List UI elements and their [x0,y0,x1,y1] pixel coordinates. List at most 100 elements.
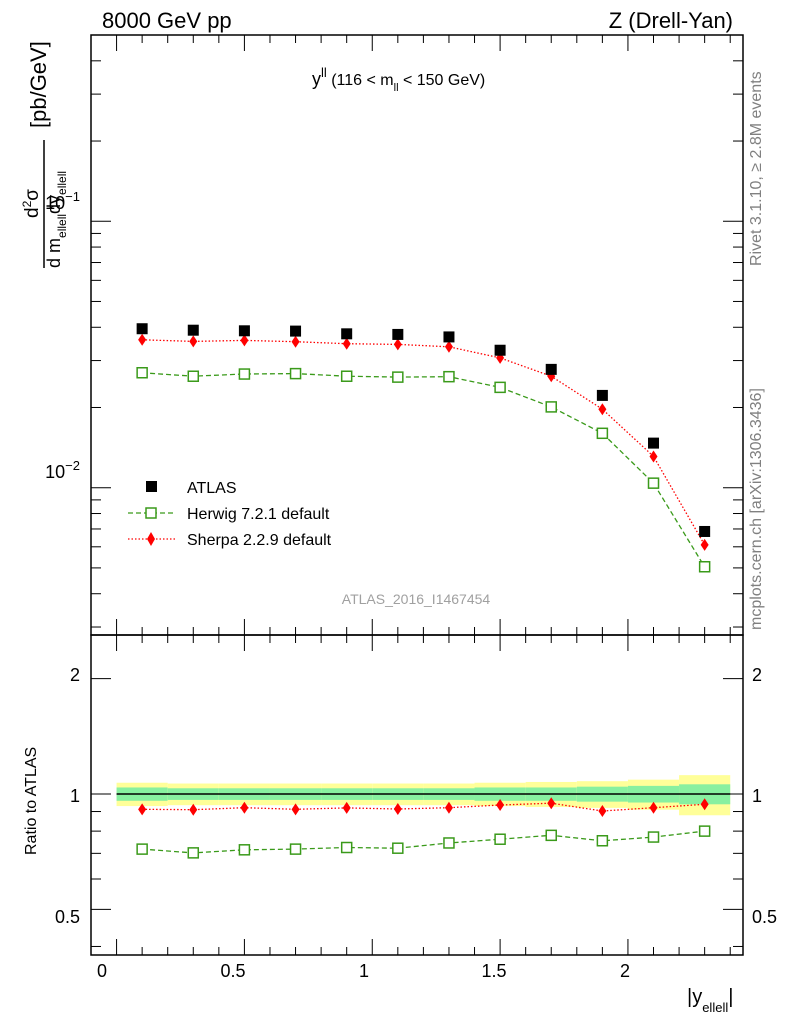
ratio-ytick-left-0.5: 0.5 [55,907,80,927]
ratio-y-axis-label: Ratio to ATLAS [23,747,40,855]
sherpa-point [598,403,607,416]
series-lines [142,339,706,854]
herwig-point [596,427,609,440]
ylabel-denominator: d mellelldyellell [44,171,69,268]
plot-title: yll (116 < mll < 150 GeV) [312,65,485,94]
ylabel-num-sup: 2 [20,200,34,207]
atlas-point [545,363,557,375]
header-right: Z (Drell-Yan) [609,8,733,33]
data-points [136,323,711,859]
sherpa-ratio-point [393,802,402,815]
herwig-point [340,370,353,382]
herwig-ratio-line [142,830,705,854]
atlas-point [187,324,199,336]
sherpa-ratio-point [598,804,607,817]
herwig-point [698,561,711,573]
ytick-1e-1-exp: −1 [65,189,80,204]
xtick-label-1: 1 [359,961,369,981]
sherpa-ratio-point [496,799,505,812]
ratio-plot-frame [90,634,744,956]
sherpa-point [291,335,300,348]
atlas-point [494,344,506,356]
ratio-ytick-left-1: 1 [70,786,80,806]
herwig-point [545,401,557,413]
x-axis-label-end: | [728,986,733,1008]
side-text-rivet: Rivet 3.1.10, ≥ 2.8M events [748,71,765,266]
herwig-ratio-point [392,842,404,854]
side-text-mcplots: mcplots.cern.ch [arXiv:1306.3436] [748,388,765,630]
legend-marker-sherpa [147,532,155,546]
plot-title-main: y [312,69,321,89]
herwig-ratio-point [443,837,455,849]
herwig-point [392,371,404,383]
ylabel-den-b: dy [44,195,64,214]
axis-ticks [91,34,743,955]
sherpa-ratio-line [142,802,705,812]
sherpa-ratio-point [189,803,198,816]
legend-marker-herwig [145,507,157,519]
sherpa-point [240,334,249,347]
ratio-ytick-left-2: 2 [70,665,80,685]
plot-title-sub: ll [394,82,399,94]
x-axis-label-sub: ellell [702,1000,728,1015]
ylabel-num-sigma: σ [22,189,43,201]
sherpa-point [700,538,709,551]
plot-title-post: < 150 GeV) [399,72,486,89]
ytick-1e-2-exp: −2 [65,458,80,473]
ylabel-den-b-sub: ellell [55,171,69,195]
ylabel-den-a: d m [44,238,64,268]
herwig-ratio-point [187,847,200,859]
sherpa-ratio-point [444,801,453,814]
sherpa-point [342,337,351,350]
legend-label-atlas: ATLAS [187,480,237,497]
herwig-point [443,370,455,383]
sherpa-ratio-point [138,803,147,816]
plot-title-sup: ll [321,65,327,80]
atlas-point [699,525,711,537]
herwig-ratio-point [545,829,557,842]
sherpa-point [138,333,147,346]
plot-title-pre: (116 < m [327,72,394,89]
atlas-point [392,328,404,340]
x-axis-label-main: |y [687,986,702,1008]
sherpa-point [649,450,658,463]
ylabel-unit: [pb/GeV] [26,41,51,128]
ratio-uncertainty-band [116,775,731,816]
herwig-point [494,381,506,394]
xtick-label-1.5: 1.5 [481,961,506,981]
sherpa-ratio-point [342,801,351,814]
sherpa-ratio-point [547,797,556,810]
sherpa-ratio-point [700,798,709,811]
herwig-ratio-point [596,835,609,847]
herwig-ratio-point [647,831,660,843]
ylabel-den-a-sub: ellell [55,214,69,238]
herwig-point [136,367,148,379]
legend-marker-atlas [146,481,157,492]
ytick-1e-1-base: 10 [45,193,65,213]
herwig-point [289,367,302,380]
ylabel-numerator: d2σ [20,189,43,218]
analysis-watermark: ATLAS_2016_I1467454 [342,591,491,607]
herwig-point [238,368,251,380]
herwig-ratio-point [289,843,302,855]
legend-label-sherpa: Sherpa 2.2.9 default [187,532,332,549]
herwig-ratio-point [238,844,251,856]
atlas-point [341,328,353,340]
ylabel-num-d: d [22,207,43,218]
sherpa-point [393,338,402,351]
legend-label-herwig: Herwig 7.2.1 default [187,506,330,523]
ytick-1e-2-base: 10 [45,462,65,482]
atlas-point [648,437,660,449]
sherpa-ratio-point [291,803,300,816]
herwig-main-line [142,372,706,568]
herwig-ratio-point [340,841,353,854]
atlas-point [596,389,608,401]
sherpa-point [444,340,453,353]
sherpa-point [189,335,198,348]
atlas-point [443,331,455,343]
herwig-ratio-point [698,825,711,837]
legend: ATLAS Herwig 7.2.1 default Sherpa 2.2.9 … [128,480,332,549]
herwig-ratio-point [136,843,148,855]
ytick-label-1e-2: 10−2 [45,458,80,482]
atlas-point [136,323,148,335]
